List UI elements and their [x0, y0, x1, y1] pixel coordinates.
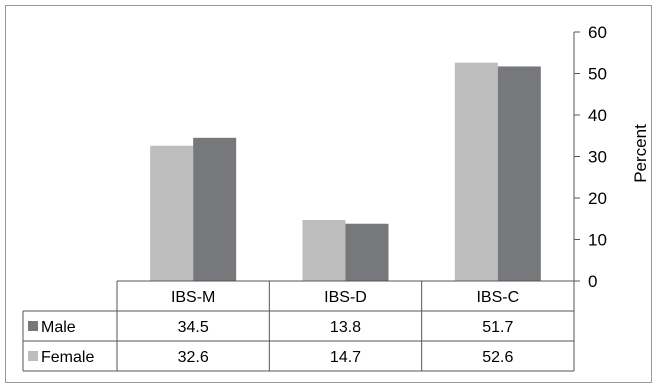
legend-label-male: Male [41, 319, 76, 336]
y-tick-label: 50 [588, 65, 607, 84]
chart-frame [5, 5, 652, 383]
data-label: 32.6 [178, 349, 209, 366]
legend-label-female: Female [41, 349, 94, 366]
data-label: 51.7 [482, 319, 513, 336]
y-tick-label: 0 [588, 272, 597, 291]
y-ticks: 0 10 20 30 40 50 60 [574, 23, 607, 291]
y-tick-label: 30 [588, 148, 607, 167]
y-tick-label: 60 [588, 23, 607, 42]
bar-female-ibs-c [454, 62, 498, 282]
bar-male-ibs-m [193, 137, 237, 281]
x-category-label: IBS-M [171, 289, 215, 306]
legend-swatch-male [28, 321, 38, 331]
data-label: 13.8 [330, 319, 361, 336]
bars-group [150, 62, 541, 282]
bar-female-ibs-m [150, 145, 194, 281]
bar-female-ibs-d [302, 219, 346, 281]
y-tick-label: 20 [588, 189, 607, 208]
y-axis-title: Percent [631, 124, 650, 183]
y-tick-label: 40 [588, 106, 607, 125]
legend-swatch-female [28, 351, 38, 361]
bar-male-ibs-d [345, 223, 389, 281]
data-label: 34.5 [178, 319, 209, 336]
bar-male-ibs-c [497, 66, 541, 281]
data-label: 14.7 [330, 349, 361, 366]
y-tick-label: 10 [588, 231, 607, 250]
data-table: IBS-M IBS-D IBS-C Male 34.5 13.8 51.7 Female 32.… [22, 280, 575, 372]
x-category-label: IBS-D [324, 289, 367, 306]
data-label: 52.6 [482, 349, 513, 366]
x-category-label: IBS-C [476, 289, 519, 306]
